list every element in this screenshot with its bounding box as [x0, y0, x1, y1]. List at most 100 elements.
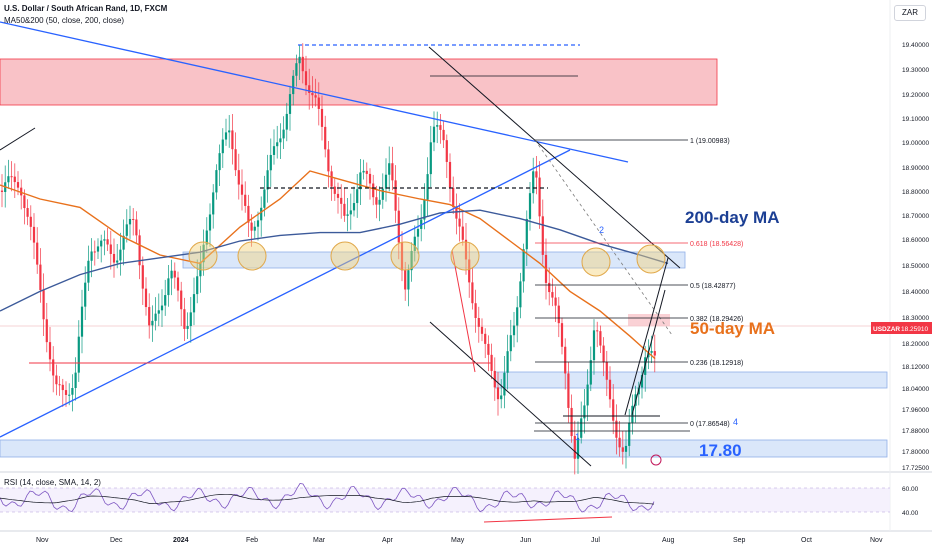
candle-body [256, 220, 260, 227]
price-axis-tick: 18.30000 [902, 315, 929, 322]
candle-body [605, 362, 608, 380]
candle-body [391, 163, 394, 181]
fib-label: 0.618 (18.56428) [690, 241, 743, 248]
rsi-sma-line [0, 493, 655, 505]
candle-body [52, 359, 55, 376]
support-touch-circle [330, 241, 360, 271]
time-axis-tick: Sep [733, 537, 746, 544]
red-drop-line [451, 249, 476, 373]
candle-body [404, 270, 407, 290]
candle-body [352, 203, 356, 211]
candle-body [112, 253, 116, 263]
candle-body [500, 395, 503, 400]
candle-body [32, 226, 36, 243]
candle-body [0, 190, 4, 192]
candle-body [464, 239, 468, 260]
candle-body [247, 205, 250, 223]
ascending-trendline [0, 149, 571, 438]
candle-body [311, 92, 314, 96]
candle-body [452, 187, 455, 208]
price-axis-tick: 18.40000 [902, 289, 929, 296]
candle-body [205, 230, 208, 245]
candle-body [359, 172, 362, 190]
candle-body [567, 373, 570, 408]
wedge-lower [631, 289, 666, 416]
rsi-tick: 60.00 [902, 486, 919, 493]
currency-button[interactable]: ZAR [894, 5, 926, 21]
candle-body [218, 153, 221, 171]
candle-body [314, 95, 317, 98]
candle-body [336, 193, 340, 198]
ma50-line [0, 170, 656, 360]
candle-body [330, 171, 333, 187]
candle-body [535, 171, 538, 178]
support-touch-circle [636, 244, 666, 274]
candle-body [279, 138, 282, 143]
candle-body [167, 278, 170, 296]
candle-body [157, 310, 160, 314]
candle-body [624, 445, 628, 452]
candle-body [237, 170, 240, 185]
time-axis-tick: Dec [110, 537, 123, 544]
candle-body [71, 388, 74, 395]
candle-body [234, 149, 237, 171]
candle-body [119, 249, 122, 261]
rsi-tick: 40.00 [902, 510, 919, 517]
dashed-diagonal [534, 139, 673, 336]
candle-body [29, 216, 32, 227]
candle-body [516, 307, 519, 326]
candle-body [432, 126, 436, 143]
price-axis-tick: 17.80000 [902, 449, 929, 456]
fib-label: 0.236 (18.12918) [690, 360, 743, 367]
small-zone [628, 314, 670, 326]
candle-body [224, 132, 228, 140]
candle-body [96, 246, 100, 252]
candle-body [439, 125, 442, 130]
support-touch-circle [390, 241, 420, 271]
time-axis-tick: Jul [591, 537, 600, 544]
candle-body [496, 387, 500, 400]
price-axis-tick: 18.50000 [902, 263, 929, 270]
candle-body [148, 307, 151, 326]
candle-body [448, 161, 452, 188]
price-badge-value: 18.25910 [901, 326, 928, 333]
candle-body [298, 56, 301, 64]
candle-body [461, 226, 464, 240]
candle-body [26, 208, 29, 217]
time-axis-tick: Aug [662, 537, 675, 544]
candle-body [538, 177, 541, 217]
candle-body [282, 129, 285, 139]
time-axis-tick: May [451, 537, 465, 544]
candle-body [400, 242, 404, 271]
candle-body [548, 282, 551, 293]
event-icon [650, 454, 662, 466]
candle-body [442, 129, 445, 141]
candle-body [346, 214, 349, 216]
candle-body [365, 170, 368, 174]
candle-body [586, 384, 589, 406]
candle-body [327, 149, 330, 172]
wave-2-label: 2 [599, 225, 604, 235]
ma200-annotation: 200-day MA [685, 208, 779, 227]
candle-body [151, 320, 154, 326]
price-axis-tick: 18.60000 [902, 237, 929, 244]
candle-body [564, 346, 567, 374]
candle-body [292, 75, 295, 95]
candle-body [532, 171, 535, 194]
candle-body [372, 183, 375, 198]
candle-body [612, 399, 615, 421]
candle-body [653, 351, 656, 356]
candle-body [240, 184, 244, 195]
candle-body [189, 312, 192, 327]
fib-label: 0.5 (18.42877) [690, 283, 736, 290]
candle-body [599, 331, 602, 346]
candle-body [116, 260, 119, 263]
candle-body [285, 113, 288, 130]
candle-body [436, 125, 439, 127]
candle-body [551, 292, 554, 298]
support-zone-1780 [0, 439, 888, 458]
candle-body [186, 326, 189, 329]
candle-body [196, 276, 199, 295]
candle-body [77, 336, 80, 373]
candle-body [557, 305, 560, 324]
